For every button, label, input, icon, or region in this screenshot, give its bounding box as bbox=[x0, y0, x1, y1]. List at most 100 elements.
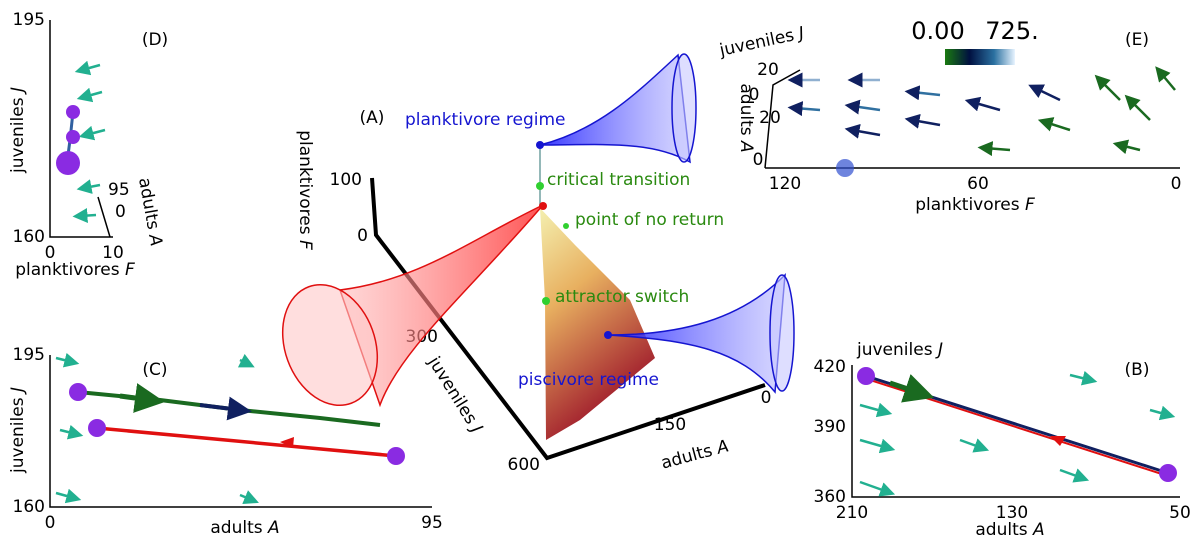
axis-label: juveniles J bbox=[717, 23, 806, 61]
shape bbox=[1124, 94, 1151, 121]
shape bbox=[859, 438, 896, 454]
shape bbox=[55, 488, 82, 504]
shape bbox=[959, 438, 990, 453]
tick: 420 bbox=[814, 357, 846, 377]
text-part: F bbox=[295, 240, 315, 250]
equilibrium bbox=[88, 419, 106, 437]
text-part: A bbox=[736, 140, 756, 153]
equilibrium bbox=[387, 447, 405, 465]
annotation: attractor switch bbox=[555, 287, 689, 307]
vector-field bbox=[55, 352, 259, 505]
text-part: J bbox=[8, 387, 28, 395]
text-part: J bbox=[935, 340, 943, 360]
text-part: A bbox=[1032, 520, 1045, 540]
panel-e: (E) 0.00 725. 120 60 0 planktivores F 20… bbox=[717, 17, 1182, 215]
tick: 0 bbox=[749, 85, 760, 105]
funnel-rim bbox=[671, 53, 697, 163]
text-part: planktivores bbox=[295, 130, 315, 234]
annotation: point of no return bbox=[575, 210, 724, 230]
text-part: juveniles bbox=[423, 352, 481, 428]
axis-label: planktivores F bbox=[15, 260, 135, 280]
text-part: A bbox=[144, 232, 166, 248]
shape bbox=[844, 99, 881, 115]
tick: 95 bbox=[108, 180, 130, 200]
text-part: F bbox=[1025, 195, 1035, 215]
tick: 160 bbox=[13, 497, 45, 517]
shape bbox=[859, 480, 896, 497]
trajectory bbox=[869, 379, 1169, 477]
tick: 120 bbox=[769, 174, 801, 194]
equilibrium bbox=[1159, 464, 1177, 482]
arrow bbox=[889, 374, 935, 403]
tick: 195 bbox=[13, 10, 45, 30]
tick: 130 bbox=[996, 503, 1028, 523]
panel-label: (A) bbox=[360, 108, 385, 128]
axis-label: planktivores F bbox=[295, 130, 315, 250]
surface bbox=[540, 208, 655, 440]
funnel bbox=[607, 273, 786, 394]
text-part: adults bbox=[736, 83, 756, 135]
text-part: adults bbox=[134, 176, 163, 231]
equilibrium bbox=[66, 105, 80, 119]
text-part: F bbox=[125, 260, 135, 280]
text-part: planktivores bbox=[915, 195, 1019, 215]
panel-b: 420 390 360 210 130 50 adults A juvenile… bbox=[814, 340, 1191, 540]
shape bbox=[977, 141, 1011, 157]
trajectory bbox=[96, 426, 397, 458]
equilibrium bbox=[857, 367, 875, 385]
shape bbox=[904, 85, 941, 101]
shape bbox=[844, 123, 881, 139]
vector-field bbox=[72, 60, 106, 224]
tick: 95 bbox=[421, 513, 443, 533]
text-part: adults bbox=[210, 518, 262, 538]
axis-label: planktivores F bbox=[915, 195, 1035, 215]
text-part: planktivores bbox=[15, 260, 119, 280]
vector-field bbox=[859, 370, 1176, 497]
shape bbox=[72, 208, 97, 224]
tick: 600 bbox=[508, 455, 540, 475]
axes bbox=[764, 69, 1180, 169]
tick: 20 bbox=[759, 108, 781, 128]
text-part: juveniles bbox=[717, 25, 796, 61]
shape bbox=[904, 113, 941, 129]
tick: 160 bbox=[13, 227, 45, 247]
shape bbox=[977, 66, 1176, 157]
panel-label: (B) bbox=[1125, 360, 1150, 380]
axes bbox=[851, 365, 1180, 498]
shape bbox=[1094, 74, 1121, 101]
panel-label: (C) bbox=[142, 360, 167, 380]
shape bbox=[1112, 139, 1141, 155]
colorbar bbox=[945, 49, 1015, 65]
point bbox=[536, 141, 544, 149]
arrow bbox=[1050, 436, 1066, 446]
text-part: juveniles bbox=[8, 97, 28, 174]
axis-label: juveniles J bbox=[8, 387, 28, 474]
text-part: juveniles bbox=[8, 397, 28, 474]
panel-c: 195 160 0 95 adults A juveniles J (C) bbox=[8, 345, 443, 538]
text-part: juveniles bbox=[856, 340, 933, 360]
shape bbox=[1059, 468, 1090, 483]
equilibrium bbox=[836, 159, 854, 177]
text-part: adults bbox=[975, 520, 1027, 540]
point bbox=[536, 182, 544, 190]
colorbar-label: 725. bbox=[985, 17, 1038, 45]
annotation: planktivore regime bbox=[405, 110, 566, 130]
axis-label: juveniles J bbox=[8, 87, 28, 174]
tick: 0 bbox=[1171, 174, 1182, 194]
shape bbox=[237, 353, 255, 368]
tick: 50 bbox=[1169, 503, 1191, 523]
shape bbox=[964, 96, 1001, 112]
axis-label: juveniles J bbox=[856, 340, 943, 360]
axis-label: adults A bbox=[975, 520, 1044, 540]
shape bbox=[55, 352, 80, 368]
annotation: critical transition bbox=[547, 170, 690, 190]
shape bbox=[1155, 66, 1176, 91]
shape bbox=[59, 424, 84, 440]
shape bbox=[76, 179, 101, 194]
shape bbox=[787, 85, 941, 117]
point bbox=[563, 223, 569, 229]
tick: 0 bbox=[115, 202, 126, 222]
point bbox=[539, 202, 547, 210]
panel-d: 195 160 0 10 95 0 planktivores F juvenil… bbox=[8, 10, 168, 280]
tick: 195 bbox=[13, 345, 45, 365]
